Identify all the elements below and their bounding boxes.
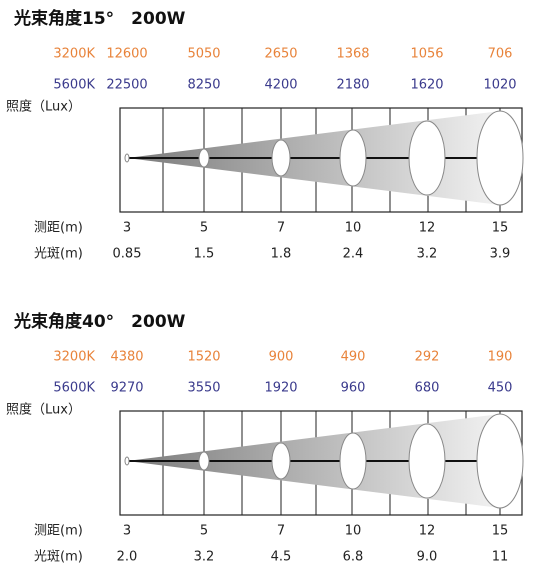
row-label: 3200K <box>53 350 95 365</box>
row-label: 3200K <box>53 47 95 62</box>
lux-value: 1020 <box>483 78 516 93</box>
beam-spot <box>124 456 130 466</box>
beam-spot <box>271 442 291 480</box>
distance-value: 7 <box>277 524 285 539</box>
lux-value: 680 <box>415 381 440 396</box>
distance-value: 12 <box>419 221 436 236</box>
lux-value: 190 <box>488 350 513 365</box>
beam-spot <box>124 153 130 163</box>
distance-value: 5 <box>200 524 208 539</box>
lux-value: 706 <box>488 47 513 62</box>
beam-spot <box>476 413 524 509</box>
panel: 光束角度40° 200W 3200K 4380 1520 900 490 292 190 560… <box>6 311 524 565</box>
beam-spot <box>198 451 210 471</box>
distance-value: 3 <box>123 524 131 539</box>
illuminance-label: 照度（Lux） <box>6 99 81 115</box>
lux-value: 960 <box>341 381 366 396</box>
beam-spot <box>271 139 291 177</box>
lux-value: 1368 <box>336 47 369 62</box>
panel-title: 光束角度40° 200W <box>13 311 186 332</box>
lux-value: 5050 <box>187 47 220 62</box>
lux-value: 2180 <box>336 78 369 93</box>
distance-label: 测距(m) <box>34 524 83 539</box>
lux-value: 22500 <box>106 78 147 93</box>
beam-spot <box>476 110 524 206</box>
beam-spot <box>339 432 367 490</box>
beam-spot <box>339 129 367 187</box>
lux-value: 900 <box>269 350 294 365</box>
spot-value: 3.9 <box>490 247 511 262</box>
spot-value: 11 <box>492 550 509 565</box>
spot-value: 3.2 <box>194 550 215 565</box>
distance-value: 5 <box>200 221 208 236</box>
lux-value: 1920 <box>264 381 297 396</box>
lux-value: 1520 <box>187 350 220 365</box>
lux-value: 1056 <box>410 47 443 62</box>
lux-value: 12600 <box>106 47 147 62</box>
spot-label: 光斑(m) <box>34 247 83 262</box>
distance-value: 10 <box>345 221 362 236</box>
lux-value: 4380 <box>110 350 143 365</box>
row-label: 5600K <box>53 381 95 396</box>
row-label: 5600K <box>53 78 95 93</box>
lux-value: 1620 <box>410 78 443 93</box>
lux-value: 2650 <box>264 47 297 62</box>
beam-spot <box>198 148 210 168</box>
illuminance-label: 照度（Lux） <box>6 402 81 418</box>
spot-value: 1.5 <box>194 247 215 262</box>
panel-title: 光束角度15° 200W <box>13 8 186 29</box>
spot-value: 2.0 <box>117 550 138 565</box>
spot-label: 光斑(m) <box>34 550 83 565</box>
spot-value: 1.8 <box>271 247 292 262</box>
lux-value: 9270 <box>110 381 143 396</box>
lux-value: 450 <box>488 381 513 396</box>
spot-value: 2.4 <box>343 247 364 262</box>
spot-value: 4.5 <box>271 550 292 565</box>
spot-value: 0.85 <box>113 247 142 262</box>
lux-value: 4200 <box>264 78 297 93</box>
distance-value: 7 <box>277 221 285 236</box>
lux-value: 8250 <box>187 78 220 93</box>
lux-value: 3550 <box>187 381 220 396</box>
distance-value: 10 <box>345 524 362 539</box>
beam-spot <box>408 120 446 196</box>
distance-value: 3 <box>123 221 131 236</box>
lux-value: 490 <box>341 350 366 365</box>
distance-value: 12 <box>419 524 436 539</box>
spot-value: 9.0 <box>417 550 438 565</box>
distance-label: 测距(m) <box>34 221 83 236</box>
distance-value: 15 <box>492 524 509 539</box>
distance-value: 15 <box>492 221 509 236</box>
lux-value: 292 <box>415 350 440 365</box>
spot-value: 6.8 <box>343 550 364 565</box>
beam-spot <box>408 423 446 499</box>
spot-value: 3.2 <box>417 247 438 262</box>
